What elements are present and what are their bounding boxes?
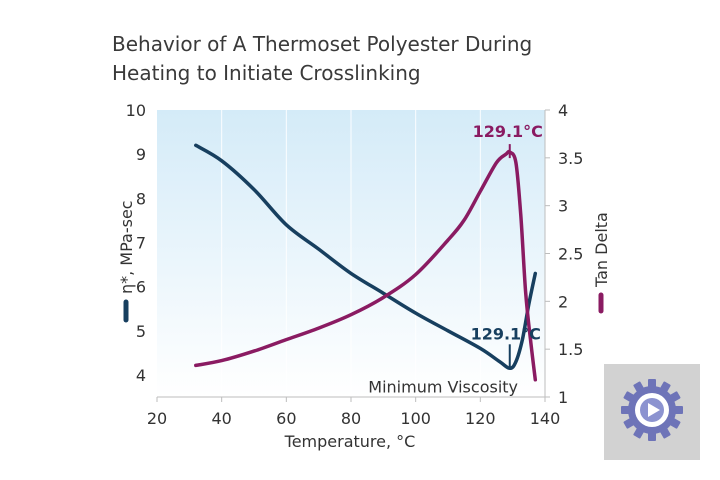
x-tick-label: 20	[147, 409, 167, 428]
x-tick-label: 120	[465, 409, 496, 428]
min-viscosity-label: Minimum Viscosity	[368, 377, 518, 396]
left-axis-ticks: 4 5 6 7 8 9 10	[126, 101, 146, 385]
x-tick-label: 60	[276, 409, 296, 428]
right-tick-label: 4	[558, 101, 568, 120]
right-tick-label: 3.5	[558, 149, 583, 168]
right-tick-label: 1	[558, 388, 568, 407]
right-axis-label: Tan Delta	[592, 212, 611, 288]
right-axis-label-group: Tan Delta	[592, 212, 611, 314]
right-axis-ticks: 1 1.5 2 2.5 3 3.5 4	[545, 101, 583, 407]
left-tick-label: 6	[136, 278, 146, 297]
min-viscosity-temp-label: 129.1°C	[471, 324, 541, 343]
right-tick-label: 1.5	[558, 340, 583, 359]
left-axis-label: η*, MPa-sec	[117, 200, 136, 294]
left-axis-label-group: η*, MPa-sec	[117, 200, 136, 323]
viscosity-line	[194, 143, 538, 371]
gear-icon	[621, 379, 683, 441]
x-tick-label: 140	[530, 409, 561, 428]
left-tick-label: 9	[136, 145, 146, 164]
left-tick-label: 8	[136, 189, 146, 208]
left-tick-label: 10	[126, 101, 146, 120]
right-tick-label: 3	[558, 197, 568, 216]
left-tick-label: 5	[136, 322, 146, 341]
x-tick-label: 80	[341, 409, 361, 428]
tan-delta-peak-label: 129.1°C	[473, 122, 543, 141]
right-tick-label: 2	[558, 292, 568, 311]
x-tick-label: 100	[400, 409, 431, 428]
right-tick-label: 2.5	[558, 245, 583, 264]
annotations: 129.1°C 129.1°C Minimum Viscosity	[368, 122, 543, 396]
left-tick-label: 7	[136, 233, 146, 252]
x-axis-label: Temperature, °C	[284, 432, 416, 451]
x-tick-label: 40	[211, 409, 231, 428]
left-tick-label: 4	[136, 366, 146, 385]
chart-title: Behavior of A Thermoset Polyester During…	[112, 32, 533, 85]
series-lines	[194, 143, 538, 382]
x-axis-ticks: 20 40 60 80 100 120 140	[147, 397, 560, 428]
settings-badge[interactable]	[604, 364, 700, 460]
tan-delta-line	[194, 149, 538, 382]
